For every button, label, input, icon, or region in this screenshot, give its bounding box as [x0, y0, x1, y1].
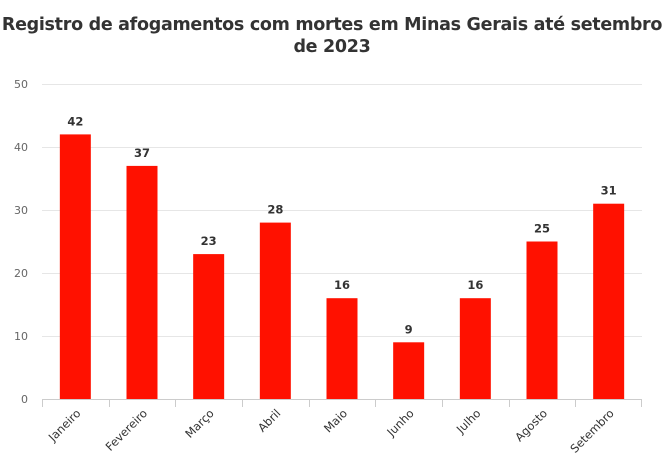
- chart-title: Registro de afogamentos com mortes em Mi…: [1, 15, 663, 57]
- y-tick-label: 0: [21, 393, 28, 406]
- x-tick-label: Fevereiro: [103, 406, 151, 454]
- data-label: 37: [134, 146, 150, 160]
- y-axis: 0 10 20 30 40 50: [14, 78, 28, 406]
- x-tick-label: Janeiro: [45, 406, 84, 445]
- bar-junho[interactable]: [393, 342, 425, 399]
- data-label: 31: [601, 184, 617, 198]
- bar-janeiro[interactable]: [59, 134, 91, 399]
- bar-fevereiro[interactable]: [126, 165, 158, 399]
- data-label: 16: [467, 278, 483, 292]
- y-tick-label: 20: [14, 267, 28, 280]
- x-tick-label: Março: [182, 406, 217, 441]
- y-tick-label: 10: [14, 330, 28, 343]
- x-tick-label: Junho: [383, 406, 416, 439]
- bar-março[interactable]: [193, 254, 225, 399]
- data-label: 28: [267, 203, 283, 217]
- data-label: 25: [534, 222, 550, 236]
- data-label: 9: [405, 322, 413, 336]
- y-tick-label: 50: [14, 78, 28, 91]
- bar-abril[interactable]: [259, 222, 291, 399]
- data-label: 16: [334, 278, 350, 292]
- bar-maio[interactable]: [326, 298, 358, 399]
- x-tick-label: Julho: [453, 406, 484, 437]
- data-label: 42: [67, 114, 83, 128]
- x-tick-label: Agosto: [512, 406, 550, 444]
- bar-agosto[interactable]: [526, 241, 558, 400]
- bars: [59, 134, 625, 400]
- bar-setembro[interactable]: [593, 203, 625, 399]
- data-label: 23: [201, 234, 217, 248]
- y-tick-label: 40: [14, 141, 28, 154]
- x-tick-label: Maio: [321, 406, 350, 435]
- data-labels: 42 37 23 28 16 9 16 25 31: [67, 114, 616, 336]
- y-tick-label: 30: [14, 204, 28, 217]
- bar-julho[interactable]: [459, 298, 491, 399]
- x-tick-label: Setembro: [567, 406, 616, 455]
- x-axis: Janeiro Fevereiro Março Abril Maio Junho Julho…: [42, 399, 642, 456]
- x-tick-label: Abril: [255, 406, 283, 434]
